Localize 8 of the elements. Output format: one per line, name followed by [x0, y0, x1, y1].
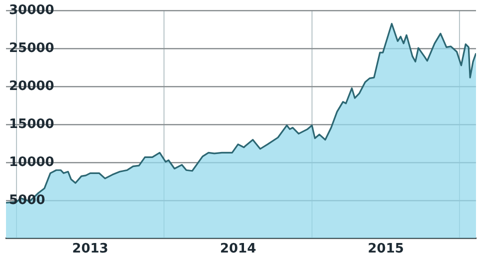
- y-tick-label: 30000: [9, 3, 54, 18]
- y-tick-label: 20000: [9, 79, 54, 94]
- y-tick-label: 25000: [9, 41, 54, 56]
- y-tick-label: 10000: [9, 154, 54, 170]
- x-tick-label: 2015: [368, 242, 404, 257]
- y-tick-label: 15000: [9, 116, 54, 132]
- x-tick-label: 2014: [220, 242, 256, 257]
- x-tick-label: 2013: [72, 242, 108, 257]
